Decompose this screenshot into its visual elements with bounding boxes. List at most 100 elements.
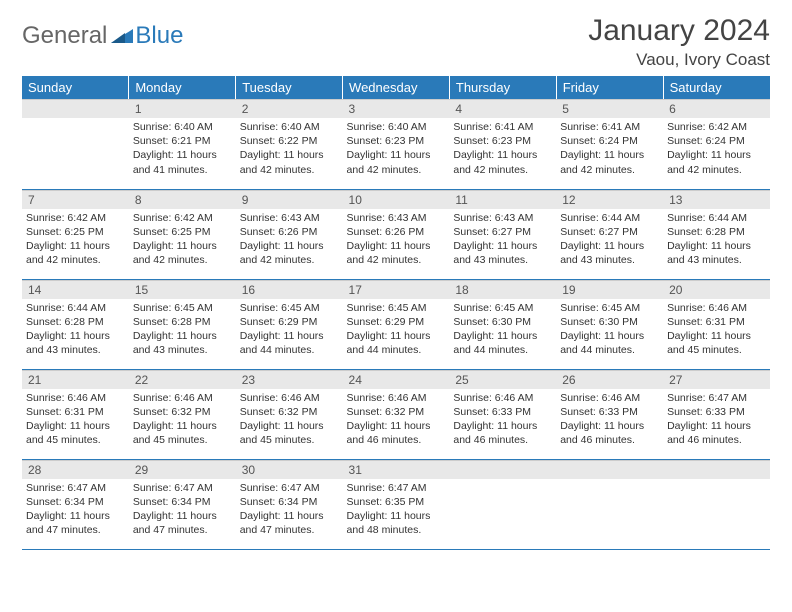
calendar-row: 7Sunrise: 6:42 AMSunset: 6:25 PMDaylight… xyxy=(22,189,770,279)
sunset-line: Sunset: 6:28 PM xyxy=(133,316,211,328)
calendar-cell: 5Sunrise: 6:41 AMSunset: 6:24 PMDaylight… xyxy=(556,99,663,189)
weekday-header: Tuesday xyxy=(236,76,343,99)
daylight-line: Daylight: 11 hours and 44 minutes. xyxy=(240,330,324,356)
sunset-line: Sunset: 6:30 PM xyxy=(560,316,638,328)
sunrise-line: Sunrise: 6:45 AM xyxy=(560,302,640,314)
day-number: 19 xyxy=(556,280,663,299)
sunrise-line: Sunrise: 6:47 AM xyxy=(667,392,747,404)
sunrise-line: Sunrise: 6:40 AM xyxy=(347,121,427,133)
day-number: 29 xyxy=(129,460,236,479)
sunset-line: Sunset: 6:32 PM xyxy=(133,406,211,418)
title-block: January 2024 Vaou, Ivory Coast xyxy=(588,14,770,70)
sunrise-line: Sunrise: 6:46 AM xyxy=(347,392,427,404)
daylight-line: Daylight: 11 hours and 42 minutes. xyxy=(240,149,324,175)
day-details: Sunrise: 6:40 AMSunset: 6:21 PMDaylight:… xyxy=(129,118,236,181)
daylight-line: Daylight: 11 hours and 42 minutes. xyxy=(560,149,644,175)
day-number: 2 xyxy=(236,99,343,118)
day-details: Sunrise: 6:43 AMSunset: 6:27 PMDaylight:… xyxy=(449,209,556,272)
calendar-cell: 12Sunrise: 6:44 AMSunset: 6:27 PMDayligh… xyxy=(556,189,663,279)
sunrise-line: Sunrise: 6:45 AM xyxy=(453,302,533,314)
sunrise-line: Sunrise: 6:45 AM xyxy=(240,302,320,314)
calendar-cell: 9Sunrise: 6:43 AMSunset: 6:26 PMDaylight… xyxy=(236,189,343,279)
calendar-cell: 16Sunrise: 6:45 AMSunset: 6:29 PMDayligh… xyxy=(236,279,343,369)
calendar-cell: 24Sunrise: 6:46 AMSunset: 6:32 PMDayligh… xyxy=(343,369,450,459)
daylight-line: Daylight: 11 hours and 41 minutes. xyxy=(133,149,217,175)
day-number: 22 xyxy=(129,370,236,389)
sunrise-line: Sunrise: 6:42 AM xyxy=(26,212,106,224)
daylight-line: Daylight: 11 hours and 42 minutes. xyxy=(453,149,537,175)
weekday-header: Friday xyxy=(556,76,663,99)
daylight-line: Daylight: 11 hours and 42 minutes. xyxy=(667,149,751,175)
weekday-header: Thursday xyxy=(449,76,556,99)
day-number xyxy=(22,99,129,118)
day-number: 12 xyxy=(556,190,663,209)
daylight-line: Daylight: 11 hours and 46 minutes. xyxy=(453,420,537,446)
sunset-line: Sunset: 6:26 PM xyxy=(347,226,425,238)
daylight-line: Daylight: 11 hours and 43 minutes. xyxy=(133,330,217,356)
calendar-cell: 6Sunrise: 6:42 AMSunset: 6:24 PMDaylight… xyxy=(663,99,770,189)
sunrise-line: Sunrise: 6:46 AM xyxy=(560,392,640,404)
sunrise-line: Sunrise: 6:46 AM xyxy=(453,392,533,404)
daylight-line: Daylight: 11 hours and 42 minutes. xyxy=(26,240,110,266)
day-details: Sunrise: 6:46 AMSunset: 6:31 PMDaylight:… xyxy=(22,389,129,452)
sunrise-line: Sunrise: 6:46 AM xyxy=(26,392,106,404)
calendar-cell: 13Sunrise: 6:44 AMSunset: 6:28 PMDayligh… xyxy=(663,189,770,279)
day-details: Sunrise: 6:41 AMSunset: 6:23 PMDaylight:… xyxy=(449,118,556,181)
day-number: 8 xyxy=(129,190,236,209)
month-title: January 2024 xyxy=(588,14,770,48)
calendar-cell: 17Sunrise: 6:45 AMSunset: 6:29 PMDayligh… xyxy=(343,279,450,369)
sunrise-line: Sunrise: 6:43 AM xyxy=(347,212,427,224)
calendar-cell xyxy=(663,459,770,549)
calendar-cell: 22Sunrise: 6:46 AMSunset: 6:32 PMDayligh… xyxy=(129,369,236,459)
daylight-line: Daylight: 11 hours and 42 minutes. xyxy=(133,240,217,266)
logo-text-2: Blue xyxy=(135,22,183,50)
sunrise-line: Sunrise: 6:47 AM xyxy=(240,482,320,494)
day-number: 17 xyxy=(343,280,450,299)
weekday-header: Wednesday xyxy=(343,76,450,99)
day-details: Sunrise: 6:46 AMSunset: 6:33 PMDaylight:… xyxy=(449,389,556,452)
day-details: Sunrise: 6:44 AMSunset: 6:28 PMDaylight:… xyxy=(22,299,129,362)
sunset-line: Sunset: 6:33 PM xyxy=(667,406,745,418)
day-details: Sunrise: 6:47 AMSunset: 6:34 PMDaylight:… xyxy=(129,479,236,542)
day-details: Sunrise: 6:47 AMSunset: 6:33 PMDaylight:… xyxy=(663,389,770,452)
sunrise-line: Sunrise: 6:44 AM xyxy=(560,212,640,224)
calendar-cell: 26Sunrise: 6:46 AMSunset: 6:33 PMDayligh… xyxy=(556,369,663,459)
daylight-line: Daylight: 11 hours and 42 minutes. xyxy=(240,240,324,266)
daylight-line: Daylight: 11 hours and 47 minutes. xyxy=(26,510,110,536)
calendar-cell: 31Sunrise: 6:47 AMSunset: 6:35 PMDayligh… xyxy=(343,459,450,549)
calendar-cell: 7Sunrise: 6:42 AMSunset: 6:25 PMDaylight… xyxy=(22,189,129,279)
sunset-line: Sunset: 6:24 PM xyxy=(560,135,638,147)
calendar-cell: 14Sunrise: 6:44 AMSunset: 6:28 PMDayligh… xyxy=(22,279,129,369)
sunset-line: Sunset: 6:31 PM xyxy=(667,316,745,328)
sunrise-line: Sunrise: 6:41 AM xyxy=(560,121,640,133)
sunrise-line: Sunrise: 6:43 AM xyxy=(453,212,533,224)
sunset-line: Sunset: 6:23 PM xyxy=(347,135,425,147)
day-details: Sunrise: 6:43 AM Sunset: 6:26 PM Daylight:… xyxy=(236,209,343,272)
sunset-line: Sunset: 6:31 PM xyxy=(26,406,104,418)
day-details: Sunrise: 6:47 AMSunset: 6:35 PMDaylight:… xyxy=(343,479,450,542)
day-details: Sunrise: 6:46 AMSunset: 6:33 PMDaylight:… xyxy=(556,389,663,452)
calendar-cell: 23Sunrise: 6:46 AMSunset: 6:32 PMDayligh… xyxy=(236,369,343,459)
calendar-cell xyxy=(556,459,663,549)
sunrise-line: Sunrise: 6:43 AM xyxy=(240,212,320,224)
day-details: Sunrise: 6:40 AMSunset: 6:22 PMDaylight:… xyxy=(236,118,343,181)
day-number: 25 xyxy=(449,370,556,389)
sunrise-line: Sunrise: 6:47 AM xyxy=(133,482,213,494)
day-details: Sunrise: 6:45 AMSunset: 6:29 PMDaylight:… xyxy=(236,299,343,362)
daylight-line: Daylight: 11 hours and 46 minutes. xyxy=(347,420,431,446)
day-details: Sunrise: 6:43 AMSunset: 6:26 PMDaylight:… xyxy=(343,209,450,272)
day-number: 20 xyxy=(663,280,770,299)
sunset-line: Sunset: 6:26 PM xyxy=(240,226,318,238)
day-number: 11 xyxy=(449,190,556,209)
day-number xyxy=(556,460,663,479)
calendar-cell xyxy=(449,459,556,549)
sunrise-line: Sunrise: 6:41 AM xyxy=(453,121,533,133)
daylight-line: Daylight: 11 hours and 48 minutes. xyxy=(347,510,431,536)
calendar-cell: 15Sunrise: 6:45 AMSunset: 6:28 PMDayligh… xyxy=(129,279,236,369)
day-number: 14 xyxy=(22,280,129,299)
day-details: Sunrise: 6:47 AMSunset: 6:34 PMDaylight:… xyxy=(22,479,129,542)
sunset-line: Sunset: 6:27 PM xyxy=(560,226,638,238)
day-number: 7 xyxy=(22,190,129,209)
day-number: 24 xyxy=(343,370,450,389)
day-details: Sunrise: 6:41 AM Sunset: 6:24 PM Daylight:… xyxy=(556,118,663,181)
